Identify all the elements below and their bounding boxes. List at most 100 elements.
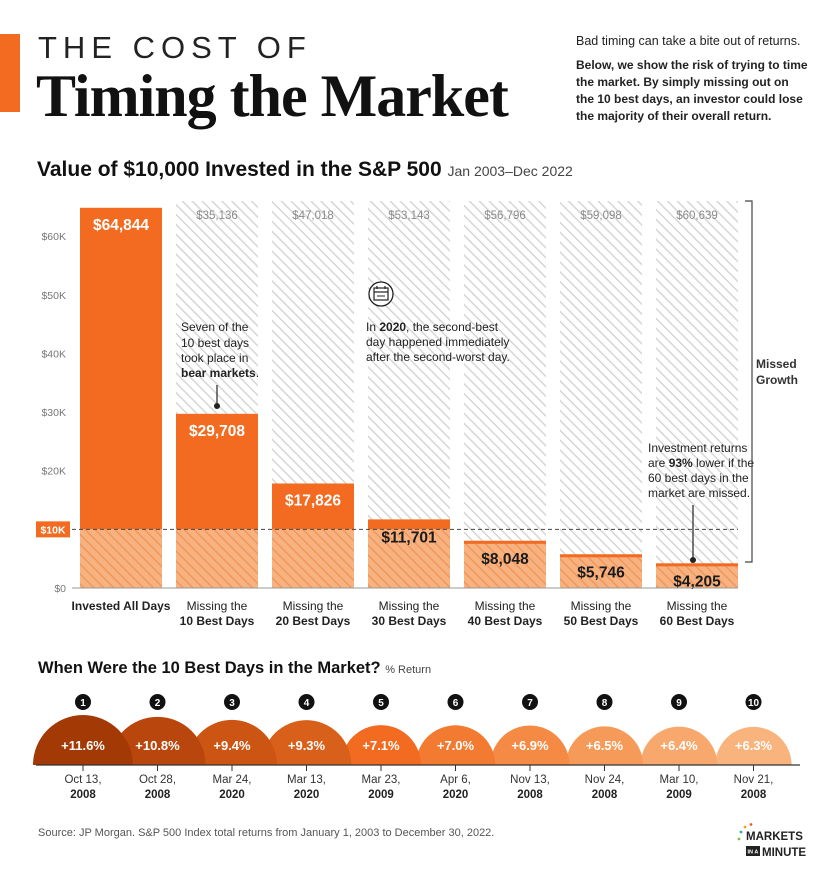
date-label: Nov 13,	[510, 774, 550, 786]
x-tick-label: Missing the	[667, 599, 728, 613]
bar-value-label: $64,844	[93, 217, 149, 234]
date-year: 2020	[443, 789, 469, 801]
markets-in-a-minute-logo: MARKETS IN A MINUTE	[737, 823, 806, 859]
return-value-label: +6.3%	[735, 738, 773, 753]
missed-growth-bracket: Missed Growth	[745, 200, 798, 563]
sixty-note-line-2: are 93% lower if the	[648, 456, 754, 470]
return-semicircle	[261, 720, 352, 765]
x-tick-label: Missing the	[283, 599, 344, 613]
chart-subtitle: Jan 2003–Dec 2022	[447, 163, 573, 179]
bear-note-line-3: took place in	[181, 351, 248, 365]
covid-pre: In	[366, 320, 379, 334]
date-year: 2008	[517, 789, 543, 801]
date-year: 2008	[592, 789, 618, 801]
bear-note-line-4: bear markets.	[181, 366, 259, 380]
return-value-label: +11.6%	[61, 738, 105, 753]
return-value-label: +7.1%	[362, 738, 400, 753]
bar-cap	[560, 554, 642, 558]
y-axis: $0 $20K $30K $40K $50K $60K	[41, 231, 66, 595]
covid-bold: 2020	[379, 320, 406, 334]
x-tick-label: Missing the	[187, 599, 248, 613]
return-value-label: +10.8%	[135, 738, 180, 753]
best-days-title-text: When Were the 10 Best Days in the Market…	[38, 659, 381, 677]
rank-number: 7	[527, 698, 533, 709]
chart-title: Value of $10,000 Invested in the S&P 500…	[37, 158, 573, 182]
return-semicircle	[640, 726, 718, 765]
rank-number: 3	[229, 698, 235, 709]
missed-growth-label-1: Missed	[756, 357, 797, 371]
y-tick-label: $30K	[41, 407, 66, 419]
bear-pointer-dot	[214, 403, 220, 409]
sixty-pre: are	[648, 456, 669, 470]
date-year: 2008	[70, 789, 96, 801]
bar-cap	[464, 540, 546, 544]
x-tick-label: 50 Best Days	[564, 614, 639, 628]
missed-growth-area	[272, 201, 354, 484]
date-year: 2009	[368, 789, 394, 801]
return-semicircle	[565, 726, 644, 765]
reference-line: $10K	[36, 521, 738, 589]
bar-upper	[272, 483, 354, 530]
return-value-label: +7.0%	[437, 738, 475, 753]
logo-markets: MARKETS	[746, 831, 803, 843]
return-value-label: +9.3%	[288, 738, 326, 753]
bar-lower	[560, 554, 642, 588]
intro-line-2: Below, we show the risk of trying to tim…	[576, 58, 808, 123]
return-semicircle	[33, 715, 133, 765]
return-semicircle	[109, 716, 206, 765]
missed-growth-value: $56,796	[484, 210, 526, 222]
date-year: 2008	[145, 789, 171, 801]
return-semicircle	[490, 725, 570, 765]
date-label: Nov 21,	[734, 774, 774, 786]
calendar-icon	[368, 281, 394, 307]
bear-note-line-1: Seven of the	[181, 320, 249, 334]
sixty-note-line-4: market are missed.	[648, 486, 750, 500]
bar-value-label: $29,708	[189, 423, 245, 440]
missed-growth-value: $53,143	[388, 210, 430, 222]
x-tick-label: 40 Best Days	[468, 614, 543, 628]
covid-post: , the second-best	[406, 320, 499, 334]
date-year: 2009	[666, 789, 692, 801]
missed-growth-area	[464, 201, 546, 541]
bar-lower	[464, 540, 546, 588]
bar-lower	[368, 529, 450, 588]
sixty-pointer-dot	[690, 557, 696, 563]
bar-value-label: $5,746	[577, 564, 625, 581]
sixty-bold: 93%	[669, 456, 693, 470]
date-year: 2008	[741, 789, 767, 801]
return-value-label: +6.4%	[660, 738, 698, 753]
rank-badge	[671, 694, 687, 710]
date-label: Apr 6,	[440, 774, 471, 786]
date-year: 2020	[294, 789, 320, 801]
rank-badge	[75, 694, 91, 710]
y-tick-label: $20K	[41, 466, 66, 478]
x-tick-label: 10 Best Days	[180, 614, 255, 628]
rank-badge	[298, 694, 315, 710]
missed-growth-value: $59,098	[580, 210, 622, 222]
rank-number: 8	[602, 698, 608, 709]
x-tick-label: Missing the	[571, 599, 632, 613]
date-label: Oct 28,	[139, 774, 176, 786]
ref-tag-label: $10K	[40, 524, 66, 536]
date-label: Oct 13,	[64, 774, 101, 786]
y-tick-label: $40K	[41, 348, 66, 360]
date-year: 2020	[219, 789, 245, 801]
x-tick-label: Missing the	[475, 599, 536, 613]
missed-growth-area	[368, 201, 450, 520]
intro-line-1: Bad timing can take a bite out of return…	[576, 34, 801, 48]
missed-growth-area	[176, 201, 258, 414]
bar-lower	[656, 563, 738, 588]
rank-number: 6	[453, 698, 459, 709]
sixty-post: lower if the	[693, 456, 755, 470]
ref-tag	[36, 521, 70, 538]
x-tick-label: 60 Best Days	[660, 614, 735, 628]
bar-lower	[80, 529, 162, 588]
covid-note-line-2: day happened immediately	[366, 335, 509, 349]
rank-number: 9	[676, 698, 682, 709]
date-label: Mar 13,	[287, 774, 326, 786]
best-days-subtitle: % Return	[385, 664, 432, 676]
rank-badge	[596, 694, 613, 710]
rank-number: 10	[748, 698, 760, 709]
bar-cap	[656, 563, 738, 567]
bar-lower	[272, 529, 354, 588]
